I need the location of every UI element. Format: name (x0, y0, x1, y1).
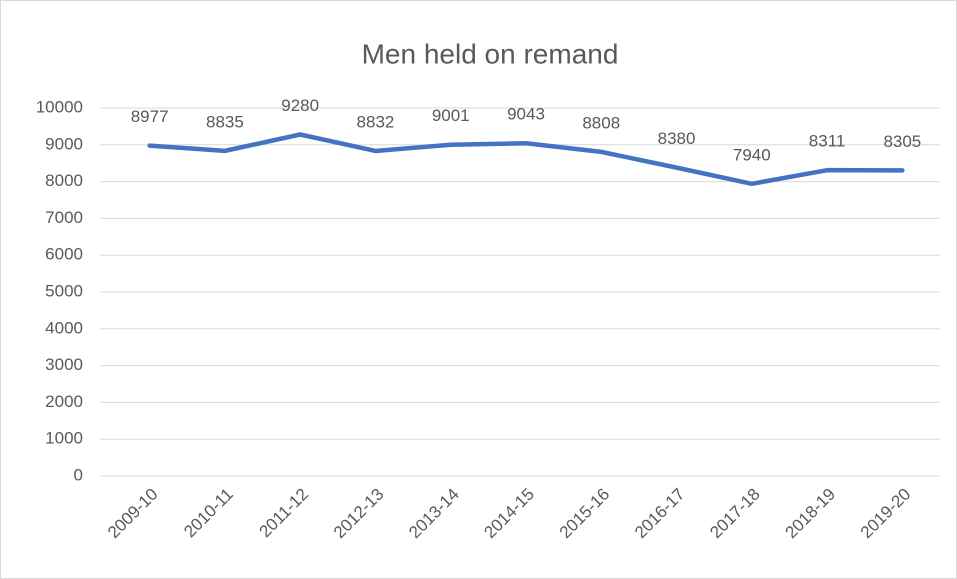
data-label: 8835 (206, 112, 244, 131)
y-tick-label: 10000 (36, 97, 83, 116)
data-label: 8808 (582, 113, 620, 132)
data-label: 8311 (809, 132, 846, 151)
data-label: 8977 (131, 107, 169, 126)
y-tick-label: 7000 (45, 208, 83, 227)
y-tick-label: 8000 (45, 171, 83, 190)
data-label: 8380 (658, 129, 696, 148)
data-label: 8305 (883, 132, 921, 151)
data-label: 7940 (733, 145, 771, 164)
y-tick-label: 6000 (45, 245, 83, 264)
y-tick-label: 4000 (45, 318, 83, 337)
data-label: 8832 (357, 112, 395, 131)
line-series (147, 132, 905, 187)
y-tick-label: 3000 (45, 355, 83, 374)
y-tick-label: 0 (74, 465, 83, 484)
data-label: 9043 (507, 105, 545, 124)
y-tick-label: 5000 (45, 281, 83, 300)
y-tick-label: 9000 (45, 134, 83, 153)
y-tick-label: 1000 (45, 429, 83, 448)
data-label: 9001 (432, 106, 470, 125)
data-label: 9280 (281, 96, 319, 115)
chart-title: Men held on remand (362, 38, 619, 69)
y-tick-label: 2000 (45, 392, 83, 411)
